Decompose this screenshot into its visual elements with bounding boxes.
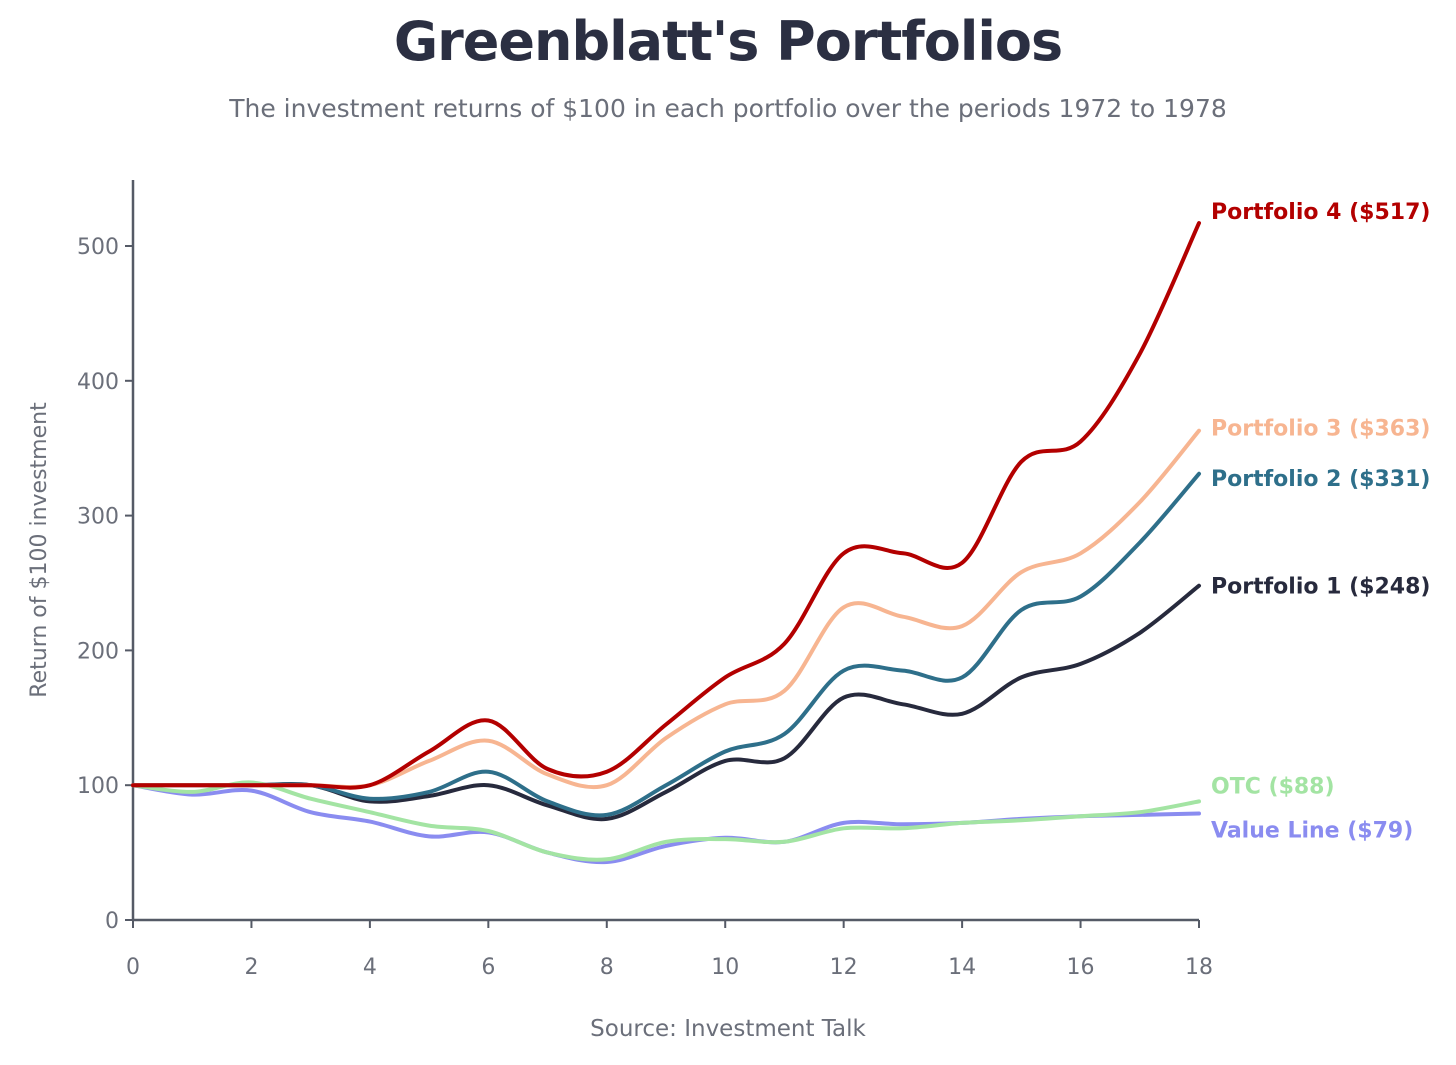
series-label: Portfolio 3 ($363) [1211,417,1430,442]
y-tick-label: 400 [77,370,119,395]
series-label: Portfolio 4 ($517) [1211,200,1430,225]
series-line [131,780,1201,862]
series-line [131,471,1201,818]
source-note: Source: Investment Talk [590,1016,866,1042]
series-label: OTC ($88) [1211,774,1335,799]
y-tick-label: 100 [77,774,119,799]
chart-title: Greenblatt's Portfolios [393,10,1063,73]
x-tick-label: 8 [600,955,614,980]
x-tick-label: 4 [363,955,377,980]
axes: 0 100 200 300 400 500 0 2 4 6 8 10 12 14 16 18 [77,180,1213,980]
y-tick-label: 300 [77,505,119,530]
x-tick-label: 14 [948,955,976,980]
chart-subtitle: The investment returns of $100 in each p… [229,94,1227,123]
series-label: Portfolio 1 ($248) [1211,575,1430,600]
series-label: Portfolio 2 ($331) [1211,467,1430,492]
x-tick-label: 18 [1185,955,1213,980]
x-tick-label: 10 [711,955,739,980]
y-tick-label: 0 [105,909,119,934]
series-labels: Portfolio 4 ($517) Portfolio 3 ($363) Port… [1211,200,1430,843]
x-tick-label: 16 [1067,955,1095,980]
x-tick-label: 0 [126,955,140,980]
series-line [131,221,1201,790]
x-tick-label: 6 [481,955,495,980]
series-line [131,783,1201,865]
y-axis-title: Return of $100 investment [27,402,52,698]
series-line [131,428,1201,790]
x-tick-label: 2 [244,955,258,980]
y-tick-label: 500 [77,235,119,260]
y-tick-label: 200 [77,639,119,664]
x-tick-label: 12 [830,955,858,980]
series-label: Value Line ($79) [1211,819,1413,844]
series-lines [131,221,1201,865]
